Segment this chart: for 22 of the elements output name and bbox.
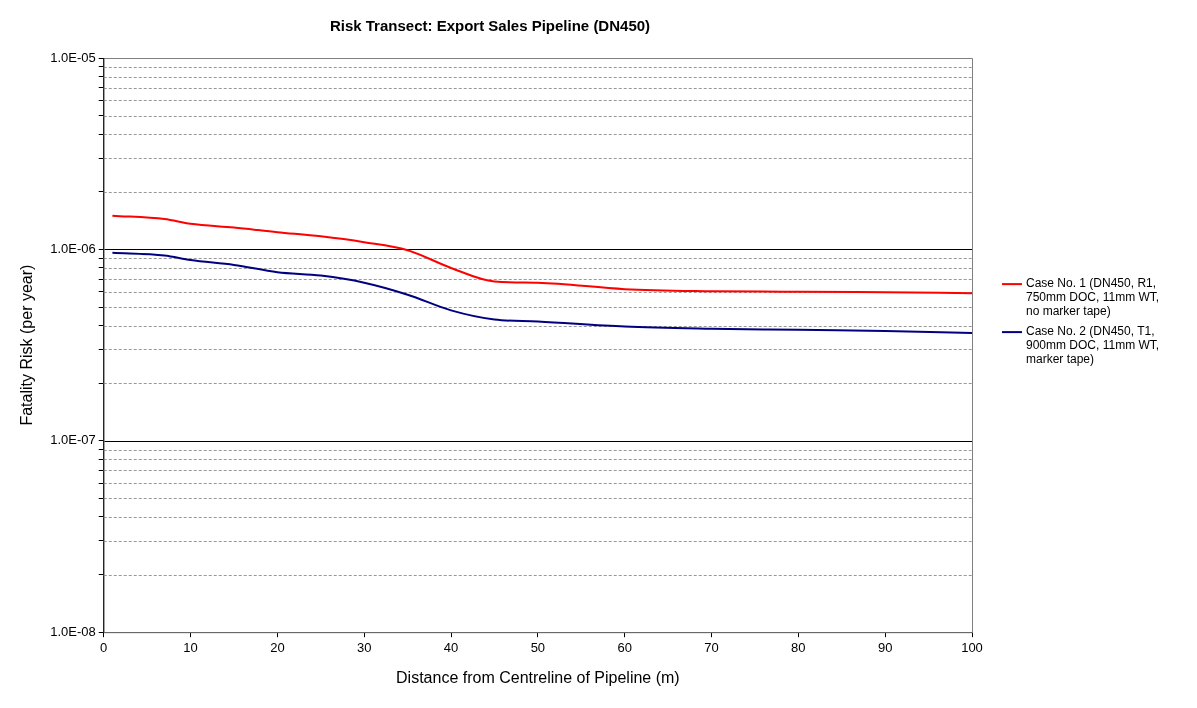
y-tick-label: 1.0E-08 <box>50 623 96 639</box>
x-tick-label: 100 <box>961 639 983 655</box>
y-axis-title: Fatality Risk (per year) <box>18 264 36 426</box>
x-tick-label: 0 <box>100 639 108 655</box>
x-tick-label: 40 <box>443 639 459 655</box>
x-tick-label: 60 <box>617 639 632 655</box>
line-series <box>111 214 972 295</box>
x-tick-label: 50 <box>530 639 546 655</box>
x-tick-label: 80 <box>791 639 806 655</box>
legend-label: Case No. 2 (DN450, T1, 900mm DOC, 11mm WT, marker tape) <box>1026 324 1160 367</box>
line-series <box>111 251 972 334</box>
y-tick-label: 1.0E-06 <box>50 240 96 256</box>
y-tick-label: 1.0E-05 <box>50 49 96 65</box>
x-axis-title: Distance from Centreline of Pipeline (m) <box>396 668 680 686</box>
x-tick-label: 10 <box>183 639 198 655</box>
chart-title: Risk Transect: Export Sales Pipeline (DN450) <box>329 17 651 35</box>
x-tick-label: 90 <box>877 639 893 655</box>
x-tick-label: 20 <box>270 639 285 655</box>
y-tick-label: 1.0E-07 <box>50 432 96 448</box>
x-tick-label: 30 <box>356 639 372 655</box>
x-tick-label: 70 <box>704 639 719 655</box>
legend-label: Case No. 1 (DN450, R1, 750mm DOC, 11mm WT, no marker tape) <box>1026 276 1160 319</box>
